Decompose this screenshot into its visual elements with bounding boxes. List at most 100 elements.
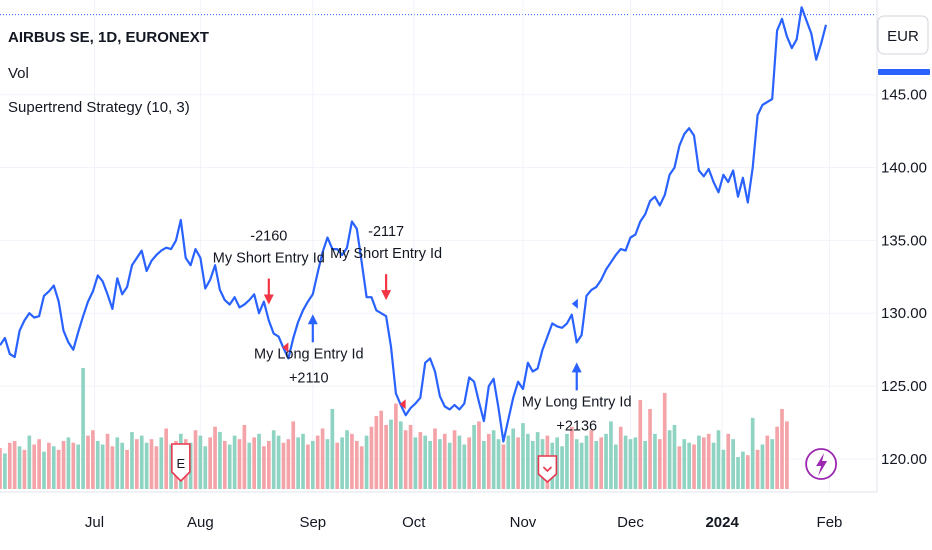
volume-bar bbox=[760, 444, 765, 489]
price-tick-label: 125.00 bbox=[881, 378, 927, 395]
volume-bar bbox=[42, 451, 46, 489]
volume-bar bbox=[677, 446, 682, 489]
volume-bar bbox=[785, 421, 789, 489]
volume-bar bbox=[159, 437, 164, 489]
volume-bar bbox=[452, 430, 457, 489]
lightning-icon bbox=[816, 453, 828, 476]
volume-bar bbox=[672, 424, 677, 489]
volume-bar bbox=[618, 426, 623, 489]
volume-bar bbox=[667, 430, 672, 489]
volume-bar bbox=[755, 449, 760, 489]
volume-bar bbox=[477, 421, 481, 489]
price-tick-label: 130.00 bbox=[881, 305, 927, 322]
volume-bar bbox=[775, 426, 779, 489]
volume-bar bbox=[589, 430, 594, 489]
volume-bar bbox=[345, 430, 349, 489]
volume-bar bbox=[149, 439, 154, 489]
volume-bar bbox=[164, 428, 169, 489]
volume-bar bbox=[95, 440, 100, 489]
time-tick-label: Jul bbox=[85, 514, 104, 531]
volume-bar bbox=[398, 421, 403, 489]
volume-bar bbox=[721, 449, 726, 489]
volume-bar bbox=[281, 442, 286, 489]
volume-bar bbox=[413, 437, 418, 489]
earnings-badge bbox=[171, 443, 191, 483]
volume-bar bbox=[76, 444, 81, 489]
volume-bar bbox=[237, 439, 242, 489]
volume-bar bbox=[0, 448, 2, 489]
signal-label: My Long Entry Id bbox=[522, 394, 632, 410]
volume-bar bbox=[384, 424, 388, 489]
volume-bar bbox=[247, 442, 252, 489]
volume-bar bbox=[486, 433, 491, 489]
volume-bar bbox=[17, 446, 22, 489]
volume-bar bbox=[306, 444, 310, 489]
volume-bar bbox=[22, 449, 27, 489]
volume-bar bbox=[521, 423, 525, 489]
volume-bar bbox=[56, 449, 61, 489]
volume-bar bbox=[51, 446, 56, 489]
volume-bar bbox=[340, 437, 344, 489]
strategy-indicator-label[interactable]: Supertrend Strategy (10, 3) bbox=[8, 99, 190, 116]
volume-bar bbox=[560, 446, 564, 489]
strategy-signals: My Short Entry Id -2160 My Long Entry Id +2… bbox=[213, 224, 632, 434]
symbol-title: AIRBUS SE, 1D, EURONEXT bbox=[8, 29, 209, 46]
volume-bar bbox=[570, 426, 574, 489]
exit-marker bbox=[571, 298, 578, 309]
volume-bar bbox=[745, 455, 750, 489]
volume-bar bbox=[120, 442, 125, 489]
volume-bar bbox=[213, 426, 217, 489]
volume-bar bbox=[286, 439, 291, 489]
price-axis[interactable] bbox=[877, 0, 932, 550]
volume-bar bbox=[701, 437, 706, 489]
currency-button[interactable]: EUR bbox=[877, 15, 929, 55]
signal-pnl: +2136 bbox=[556, 418, 597, 434]
volume-bar bbox=[66, 437, 71, 489]
price-axis-labels: 120.00 125.00 130.00 135.00 140.00 145.00 bbox=[881, 87, 927, 468]
signal-label: My Short Entry Id bbox=[213, 251, 325, 267]
volume-bar bbox=[105, 433, 110, 489]
volume-bar bbox=[315, 435, 320, 489]
short-entry-arrow-head bbox=[381, 290, 392, 301]
time-tick-label: 2024 bbox=[705, 514, 739, 531]
volume-bar bbox=[741, 451, 745, 489]
volume-bar bbox=[604, 433, 608, 489]
volume-bar bbox=[657, 439, 662, 489]
volume-bar bbox=[633, 437, 638, 489]
volume-bar bbox=[648, 408, 652, 489]
volume-bar bbox=[198, 435, 203, 489]
volume-bar bbox=[736, 456, 740, 489]
signal-pnl: -2117 bbox=[368, 224, 404, 240]
currency-button-frame bbox=[877, 15, 929, 55]
volume-bar bbox=[706, 433, 711, 489]
volume-bar bbox=[310, 440, 315, 489]
price-tick-label: 145.00 bbox=[881, 87, 927, 104]
time-tick-label: Aug bbox=[187, 514, 214, 531]
volume-bar bbox=[301, 433, 305, 489]
time-axis-labels: Jul Aug Sep Oct Nov Dec 2024 Feb bbox=[85, 514, 843, 531]
volume-bar bbox=[227, 444, 232, 489]
volume-bar bbox=[242, 424, 247, 489]
currency-button-label: EUR bbox=[887, 28, 919, 45]
volume-bar bbox=[218, 432, 222, 489]
volume-bar bbox=[726, 433, 731, 489]
signal-label: My Short Entry Id bbox=[330, 246, 442, 262]
volume-bar bbox=[379, 410, 384, 489]
volume-bar bbox=[614, 444, 618, 489]
time-tick-label: Sep bbox=[299, 514, 326, 531]
time-tick-label: Feb bbox=[817, 514, 843, 531]
volume-bar bbox=[770, 439, 775, 489]
event-badges[interactable]: E bbox=[171, 443, 838, 484]
volume-bar bbox=[61, 440, 66, 489]
volume-bar bbox=[579, 442, 584, 489]
volume-bar bbox=[135, 439, 139, 489]
signal-pnl: +2110 bbox=[289, 370, 329, 386]
volume-bar bbox=[81, 368, 85, 489]
time-tick-label: Oct bbox=[402, 514, 426, 531]
volume-bar bbox=[139, 435, 144, 489]
volume-bar bbox=[526, 433, 530, 489]
volume-bar bbox=[354, 440, 359, 489]
volume-indicator-label[interactable]: Vol bbox=[8, 65, 29, 82]
earnings-badge-letter: E bbox=[177, 456, 186, 471]
